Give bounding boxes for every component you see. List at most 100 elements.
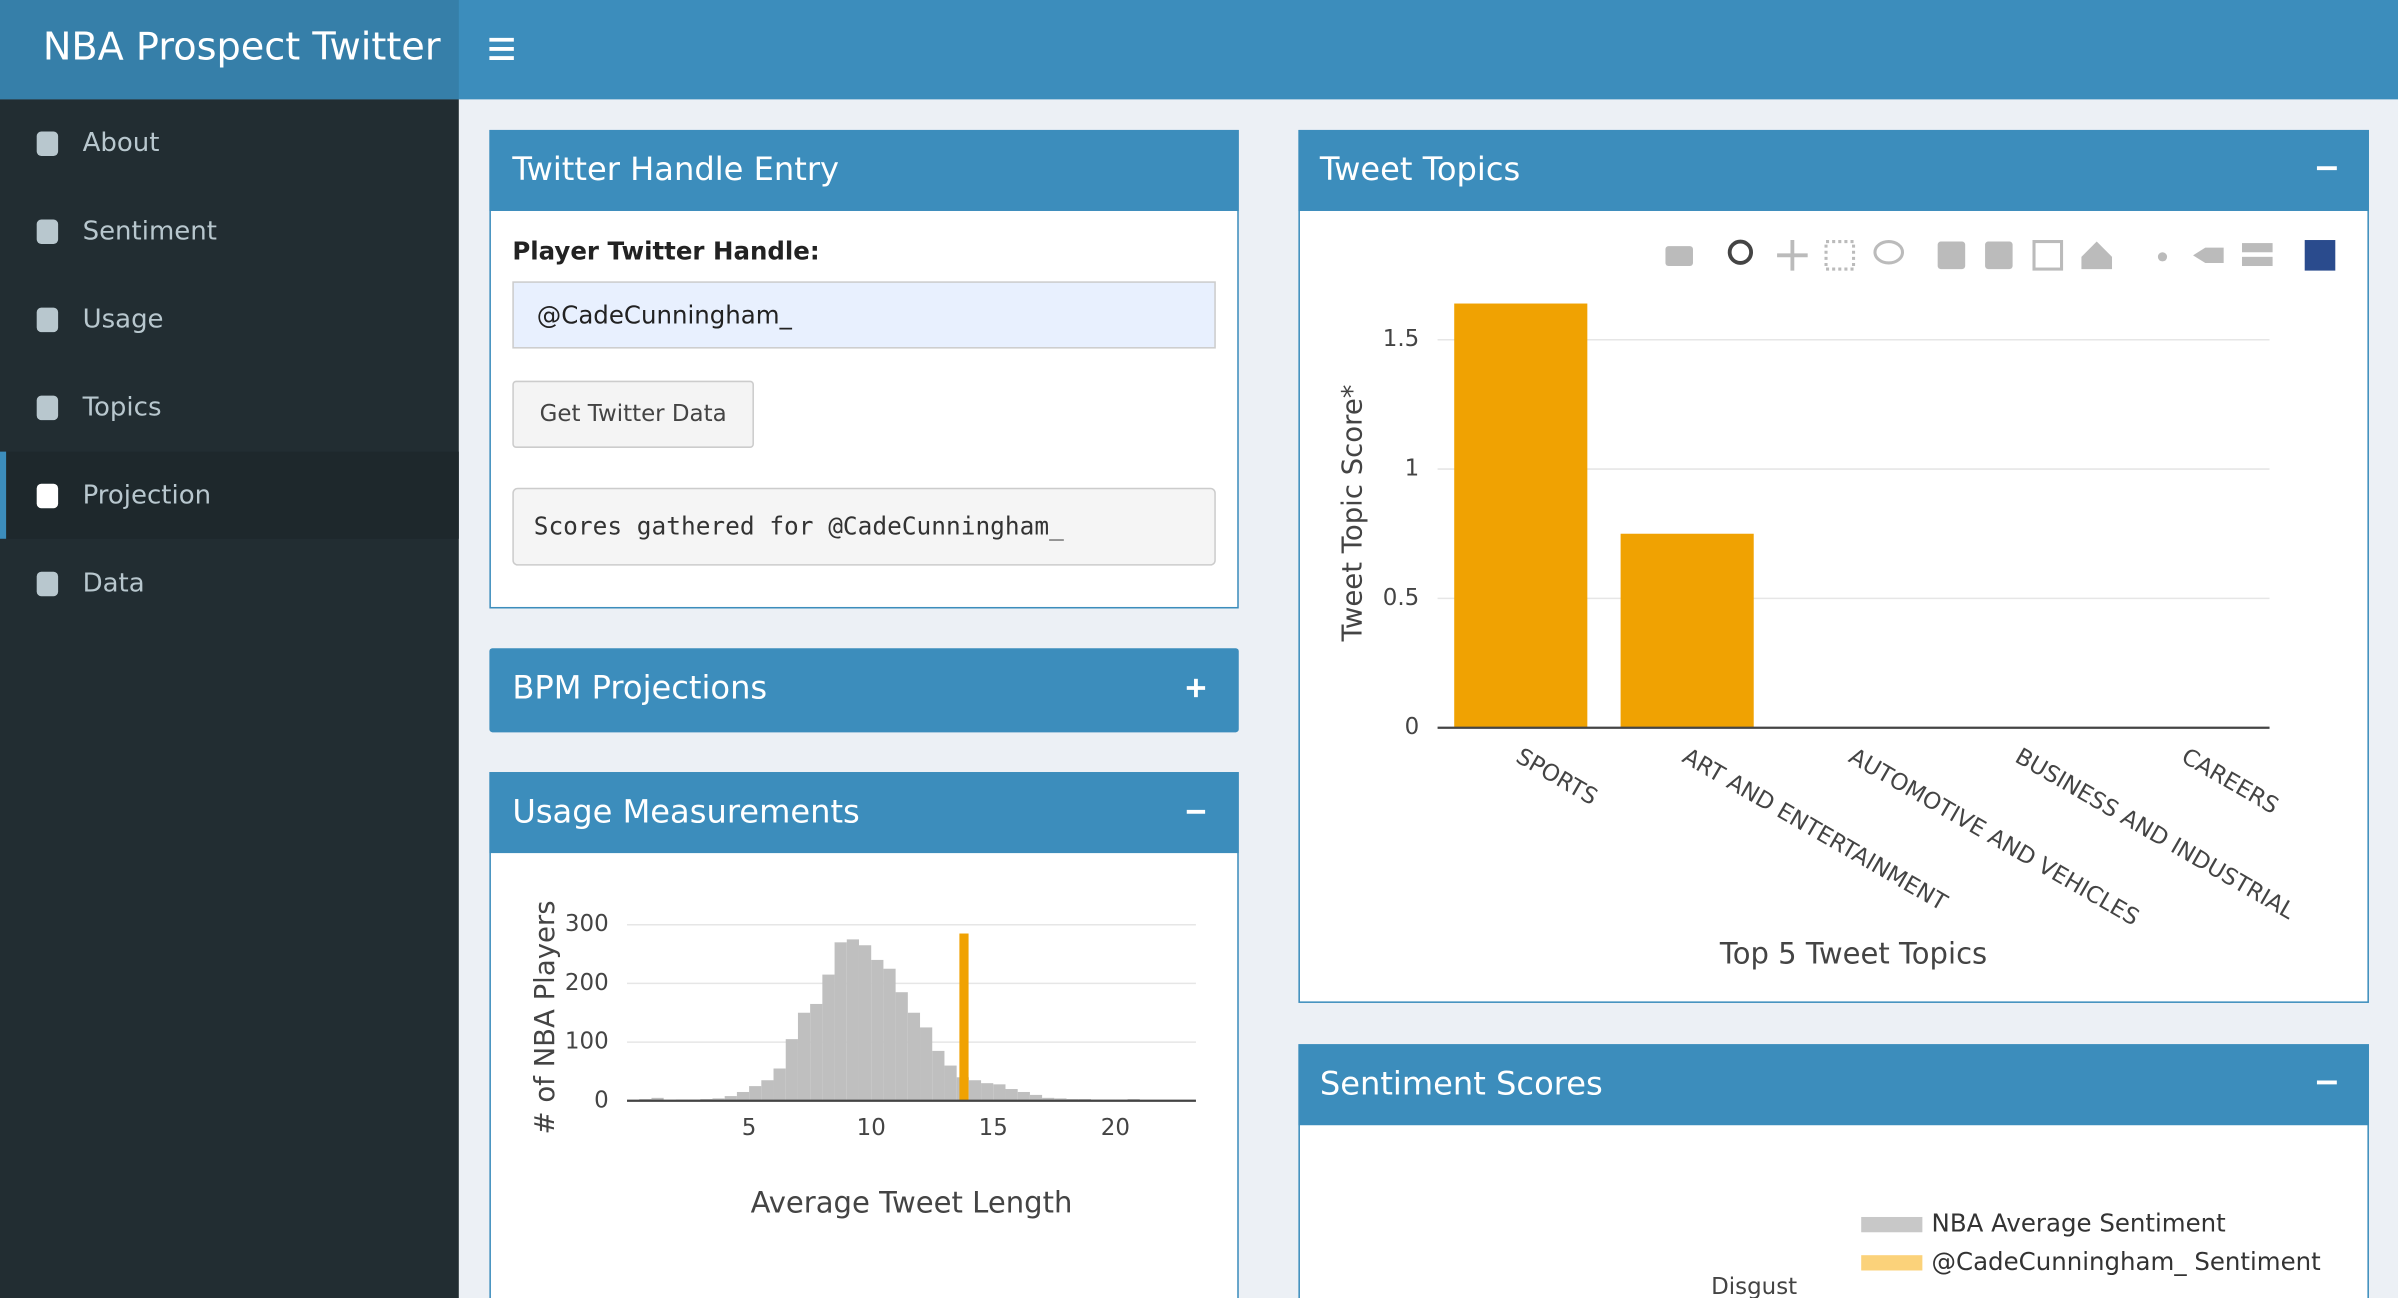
- output-text: Scores gathered for @CadeCunningham_: [534, 511, 1064, 540]
- legend-label: @CadeCunningham_ Sentiment: [1932, 1247, 2321, 1276]
- hover-compare-icon: [2242, 256, 2273, 267]
- menu-toggle[interactable]: [489, 37, 514, 61]
- nav-icon: [36, 219, 59, 245]
- zoom-in-icon[interactable]: [1937, 241, 1966, 270]
- x-tick-label: 15: [979, 1115, 1008, 1141]
- nav-icon: [36, 483, 59, 509]
- button-label: Get Twitter Data: [540, 401, 727, 427]
- histogram-bar: [736, 1091, 750, 1101]
- histogram-bar: [968, 1080, 982, 1101]
- panel-title: Sentiment Scores: [1320, 1064, 1603, 1102]
- histogram-bar: [1054, 1098, 1067, 1101]
- select-icon[interactable]: [1824, 240, 1856, 271]
- panel-header: [489, 129, 1239, 211]
- histogram-bar: [871, 959, 884, 1101]
- histogram-bar: [1042, 1097, 1055, 1101]
- histogram-bar: [773, 1068, 786, 1101]
- hover-closest-icon[interactable]: [2193, 247, 2224, 263]
- bar: [1620, 533, 1754, 728]
- y-tick-label: 200: [565, 970, 609, 996]
- y-tick-label: 300: [565, 911, 609, 937]
- nav-label: Sentiment: [83, 216, 217, 246]
- nav-item[interactable]: [0, 99, 459, 186]
- panel-header[interactable]: [489, 648, 1239, 733]
- y-tick-label: 0: [1405, 714, 1420, 740]
- histogram-bar: [724, 1096, 737, 1101]
- pan-icon[interactable]: [1777, 240, 1808, 271]
- active-indicator: [0, 451, 7, 539]
- y-axis-title: # of NBA Players: [529, 900, 561, 1134]
- lasso-icon[interactable]: [1873, 240, 1905, 265]
- x-axis-title: Average Tweet Length: [751, 1186, 1073, 1220]
- nav-item[interactable]: [0, 364, 459, 451]
- histogram-bar: [1005, 1089, 1018, 1101]
- nav-icon: [36, 571, 59, 597]
- y-tick-label: 100: [565, 1029, 609, 1055]
- nav-icon: [36, 131, 59, 156]
- player-marker: [959, 933, 969, 1101]
- output-box: [512, 487, 1216, 566]
- x-axis-title: Top 5 Tweet Topics: [1719, 937, 1987, 971]
- plotly-logo[interactable]: [2304, 240, 2336, 271]
- histogram-bar: [651, 1097, 664, 1101]
- nav-item[interactable]: [0, 276, 459, 363]
- nav-label: Usage: [83, 304, 164, 334]
- histogram-bar: [1029, 1094, 1043, 1101]
- nav-item[interactable]: [0, 540, 459, 627]
- expand-icon[interactable]: [1186, 678, 1206, 698]
- histogram-bar: [920, 1027, 933, 1101]
- histogram-bar: [1017, 1091, 1030, 1101]
- panel-header: [1298, 129, 2369, 211]
- histogram-bar: [749, 1086, 762, 1101]
- brand[interactable]: [0, 0, 459, 100]
- nav-item[interactable]: [0, 187, 459, 274]
- panel-title: Twitter Handle Entry: [511, 150, 839, 188]
- x-tick-label: 10: [857, 1115, 886, 1141]
- bar: [1454, 303, 1588, 728]
- nav-label: About: [83, 128, 160, 158]
- camera-icon[interactable]: [1665, 246, 1693, 267]
- panel-title: Usage Measurements: [512, 792, 859, 830]
- histogram-bar: [712, 1098, 725, 1101]
- panel-title: BPM Projections: [512, 669, 767, 707]
- y-tick-label: 1.5: [1383, 326, 1419, 352]
- plot-toolbar: [1665, 239, 2336, 271]
- histogram-bar: [810, 1003, 823, 1101]
- category-label: Disgust: [1711, 1274, 1797, 1298]
- histogram-bar: [846, 939, 859, 1101]
- histogram-bar: [883, 968, 896, 1101]
- legend-label: NBA Average Sentiment: [1932, 1209, 2226, 1238]
- active-item-bg: [0, 451, 459, 539]
- y-tick-label: 0: [594, 1087, 609, 1113]
- field-label: Player Twitter Handle:: [512, 236, 819, 265]
- histogram-bar: [797, 1012, 811, 1101]
- get-data-button[interactable]: [512, 380, 754, 448]
- histogram-bar: [895, 992, 908, 1101]
- input-text: @CadeCunningham_: [537, 300, 793, 329]
- autoscale-icon[interactable]: [2032, 240, 2064, 271]
- spike-icon[interactable]: [2157, 252, 2168, 262]
- histogram-bar: [834, 942, 847, 1101]
- reset-icon[interactable]: [2081, 241, 2113, 270]
- y-tick-label: 1: [1405, 456, 1420, 482]
- nav-item[interactable]: [0, 452, 459, 539]
- panel-header: [489, 772, 1239, 854]
- nav-label: Data: [83, 569, 145, 599]
- histogram-bar: [761, 1080, 774, 1101]
- sidebar: [0, 99, 459, 1298]
- nav-label: Projection: [83, 480, 212, 510]
- zoom-out-icon[interactable]: [1985, 241, 2013, 270]
- handle-input[interactable]: [512, 281, 1216, 349]
- zoom-icon[interactable]: [1727, 239, 1754, 265]
- histogram-bar: [785, 1039, 798, 1101]
- histogram-bar: [981, 1083, 994, 1101]
- hover-compare-icon[interactable]: [2242, 243, 2273, 253]
- legend-swatch: [1861, 1255, 1923, 1271]
- y-tick-label: 0.5: [1383, 585, 1419, 611]
- x-tick-label: 5: [742, 1115, 757, 1141]
- histogram-bar: [822, 974, 835, 1101]
- legend-swatch: [1861, 1216, 1923, 1233]
- panel-header: [1298, 1044, 2369, 1126]
- x-tick-label: 20: [1101, 1115, 1130, 1141]
